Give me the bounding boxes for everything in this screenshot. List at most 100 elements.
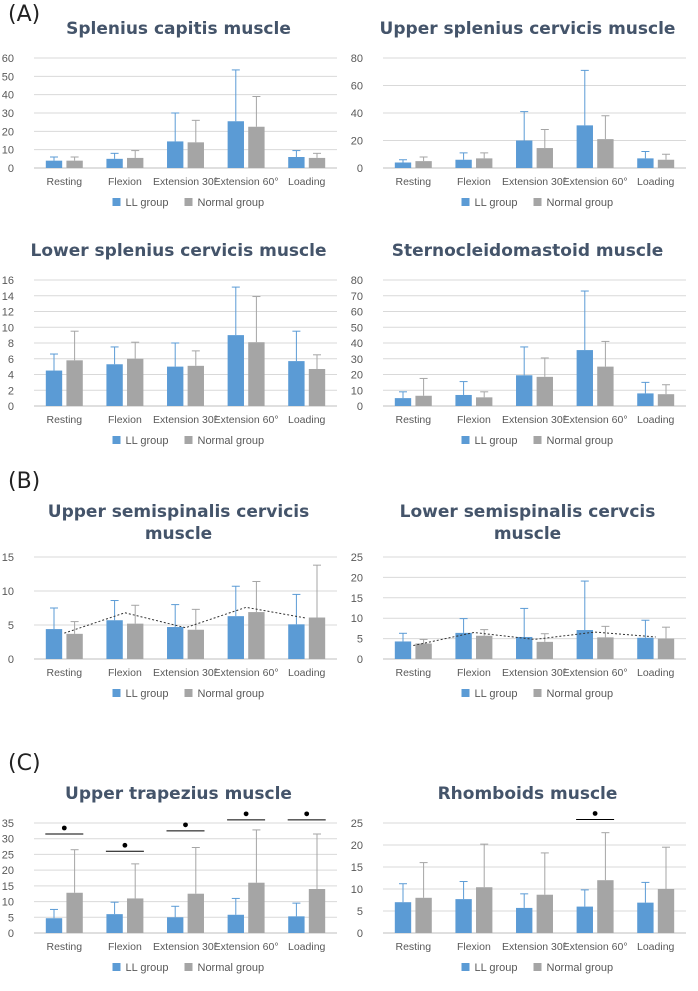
y-tick-label: 15 <box>351 862 363 874</box>
bar-ll <box>106 914 123 933</box>
legend-label: LL group <box>126 197 169 209</box>
category-label: Extension 60° <box>214 667 279 679</box>
bar-normal <box>536 376 553 406</box>
category-label: Resting <box>46 414 82 426</box>
y-tick-label: 20 <box>351 572 363 584</box>
section-label-c: (C) <box>8 751 41 776</box>
y-tick-label: 40 <box>351 108 363 120</box>
y-tick-label: 14 <box>2 291 14 303</box>
bar-ll <box>394 641 412 659</box>
bar-normal <box>536 641 553 659</box>
bar-ll <box>576 125 593 168</box>
y-tick-label: 10 <box>2 145 14 157</box>
bar-normal <box>66 160 83 168</box>
chart-title: Lower splenius cervicis muscle <box>31 241 327 261</box>
bar-normal <box>187 629 204 659</box>
bar-normal <box>127 623 144 659</box>
category-label: Resting <box>395 176 431 188</box>
bar-ll <box>288 157 305 168</box>
legend-swatch <box>461 689 470 697</box>
chart-svg: Upper trapezius muscle 0 5 10 15 20 25 30 35 Rest… <box>2 784 337 974</box>
bar-normal <box>187 365 204 406</box>
chart-svg: Rhomboids muscle 0 5 10 15 20 25 Resting Flexion… <box>351 784 686 974</box>
legend-label: LL group <box>475 197 518 209</box>
bar-normal <box>66 360 83 406</box>
y-tick-label: 80 <box>351 275 363 287</box>
bar-ll <box>227 914 244 933</box>
category-label: Flexion <box>108 941 142 953</box>
bar-ll <box>637 637 654 659</box>
bar-normal <box>415 161 432 168</box>
category-label: Flexion <box>108 176 142 188</box>
legend-label: Normal group <box>198 435 265 447</box>
chart-title: muscle <box>494 524 561 544</box>
chart-svg: Sternocleidomastoid muscle 0 10 20 30 40 50 60 7… <box>351 241 686 447</box>
y-tick-label: 10 <box>351 884 363 896</box>
y-tick-label: 0 <box>357 401 363 413</box>
bar-normal <box>248 882 265 933</box>
category-label: Loading <box>288 941 326 953</box>
significance-dot <box>304 811 310 817</box>
bar-ll <box>106 620 123 659</box>
bar-ll <box>576 906 593 933</box>
y-tick-label: 10 <box>2 897 14 909</box>
legend-swatch <box>461 436 470 444</box>
y-tick-label: 20 <box>351 136 363 148</box>
y-tick-label: 30 <box>2 834 14 846</box>
bar-ll <box>288 361 305 406</box>
chart-lower-splenius-cervicis: Lower splenius cervicis muscle 0 2 4 6 8 10 12 1… <box>0 236 349 462</box>
bar-normal <box>657 638 675 659</box>
chart-title: Upper splenius cervicis muscle <box>380 19 676 39</box>
bar-ll <box>455 159 472 168</box>
bar-ll <box>45 370 63 406</box>
y-tick-label: 5 <box>357 634 363 646</box>
bar-normal <box>308 617 326 659</box>
y-tick-label: 15 <box>2 552 14 564</box>
category-label: Resting <box>395 667 431 679</box>
category-label: Resting <box>395 941 431 953</box>
bar-ll <box>516 375 533 406</box>
bar-normal <box>127 157 144 168</box>
legend-swatch <box>461 963 470 971</box>
y-tick-label: 16 <box>2 275 14 287</box>
chart-title: Sternocleidomastoid muscle <box>392 241 664 261</box>
category-label: Resting <box>46 941 82 953</box>
category-label: Extension 60° <box>214 941 279 953</box>
chart-title: Upper trapezius muscle <box>65 784 292 804</box>
bar-normal <box>476 158 493 168</box>
y-tick-label: 80 <box>351 53 363 65</box>
bar-normal <box>476 635 493 659</box>
bar-ll <box>455 394 472 406</box>
bar-normal <box>597 880 614 933</box>
legend-swatch <box>533 963 542 971</box>
category-label: Extension 30° <box>502 414 567 426</box>
category-label: Extension 30° <box>153 176 218 188</box>
legend-label: LL group <box>126 962 169 974</box>
category-label: Flexion <box>457 414 491 426</box>
legend-swatch <box>112 963 121 971</box>
chart-upper-semispinalis-cervicis: Upper semispinalis cervicis muscle 0 5 10 15 R… <box>0 497 349 715</box>
bar-ll <box>45 629 63 659</box>
y-tick-label: 10 <box>2 586 14 598</box>
category-label: Extension 60° <box>563 667 628 679</box>
y-tick-label: 10 <box>2 322 14 334</box>
bar-normal <box>308 889 326 933</box>
category-label: Extension 30° <box>153 414 218 426</box>
chart-title: Upper semispinalis cervicis <box>48 502 309 522</box>
bar-normal <box>248 342 265 406</box>
y-tick-label: 70 <box>351 291 363 303</box>
category-label: Extension 30° <box>153 941 218 953</box>
y-tick-label: 0 <box>8 163 14 175</box>
chart-title: muscle <box>145 524 212 544</box>
significance-dot <box>183 822 188 828</box>
y-tick-label: 60 <box>2 53 14 65</box>
bar-ll <box>637 902 654 933</box>
y-tick-label: 50 <box>351 322 363 334</box>
y-tick-label: 10 <box>351 613 363 625</box>
significance-dot <box>61 825 67 831</box>
chart-title: Splenius capitis muscle <box>66 19 291 39</box>
category-label: Flexion <box>457 941 491 953</box>
legend-swatch <box>112 436 121 444</box>
bar-normal <box>248 612 265 659</box>
y-tick-label: 20 <box>351 840 363 852</box>
